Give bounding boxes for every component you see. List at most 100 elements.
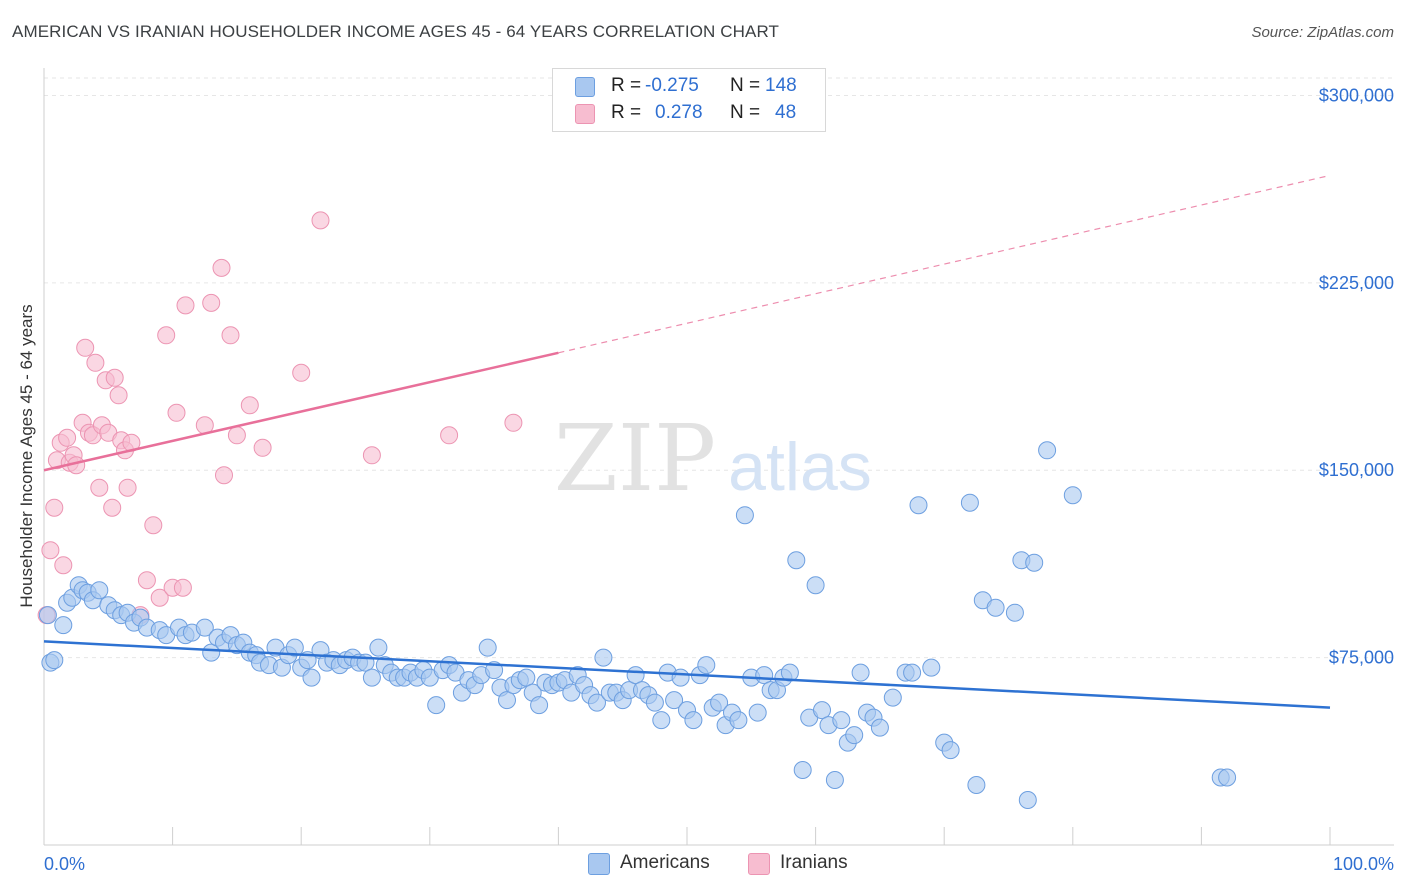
american-point: [202, 643, 221, 662]
american-point: [369, 638, 388, 657]
american-point: [1018, 791, 1037, 809]
american-point: [845, 726, 864, 745]
watermark: ZIP atlas: [554, 405, 872, 512]
r-value: -0.275: [645, 75, 699, 96]
iranian-point: [240, 396, 259, 415]
american-point: [780, 663, 799, 682]
iranian-point: [167, 403, 186, 422]
american-point: [710, 693, 729, 712]
n-label: N =: [730, 75, 761, 96]
iranians-legend-swatch: [748, 853, 770, 875]
american-point: [735, 506, 754, 525]
r-value: 0.278: [655, 102, 703, 123]
iranian-point: [157, 326, 176, 345]
american-point: [1218, 768, 1237, 787]
r-label: R =: [611, 102, 642, 123]
iranians-trend-line: [43, 351, 559, 472]
american-point: [922, 658, 941, 677]
american-point: [38, 606, 57, 625]
iranian-point: [173, 578, 192, 597]
n-value: 148: [765, 75, 797, 96]
american-point: [195, 618, 214, 637]
iranian-point: [202, 293, 221, 312]
american-point: [813, 701, 831, 720]
americans-legend-swatch: [588, 853, 610, 875]
iranian-point: [45, 498, 64, 517]
american-point: [755, 666, 774, 685]
y-tick-label: $75,000: [1329, 648, 1394, 668]
american-point: [594, 648, 613, 667]
grid-lines: [44, 77, 1394, 659]
american-point: [1063, 486, 1082, 505]
american-point: [517, 668, 536, 687]
american-point: [986, 598, 1005, 617]
iranian-point: [150, 588, 169, 607]
american-point: [793, 761, 812, 779]
american-point: [1025, 553, 1044, 572]
american-point: [967, 776, 986, 794]
american-point: [787, 551, 806, 570]
watermark-zip: ZIP: [554, 405, 716, 512]
american-point: [45, 651, 64, 670]
americans-legend-label: Americans: [620, 852, 710, 873]
n-value: 48: [775, 102, 797, 123]
american-point: [1038, 441, 1057, 460]
y-tick-label: $300,000: [1319, 85, 1394, 105]
x-tick-label-min: 0.0%: [44, 854, 85, 874]
american-point: [665, 691, 684, 710]
americans-swatch: [575, 77, 595, 97]
y-tick-labels: $75,000 $150,000 $225,000 $300,000: [1319, 85, 1394, 667]
chart-title: AMERICAN VS IRANIAN HOUSEHOLDER INCOME A…: [12, 22, 780, 41]
iranian-point: [212, 258, 231, 277]
american-point: [684, 711, 703, 730]
american-point: [748, 703, 767, 722]
american-point: [671, 668, 690, 687]
iranian-point: [221, 326, 240, 345]
iranian-point: [86, 353, 105, 372]
american-point: [90, 581, 109, 600]
x-tick-label-max: 100.0%: [1333, 854, 1394, 874]
iranian-point: [176, 296, 195, 315]
iranian-point: [311, 211, 330, 230]
american-point: [645, 693, 664, 712]
american-point: [285, 638, 304, 657]
american-point: [54, 616, 73, 635]
iranian-point: [215, 466, 233, 485]
americans-trend-line: [43, 640, 1331, 709]
y-tick-label: $150,000: [1319, 460, 1394, 480]
iranian-point: [137, 571, 156, 590]
american-point: [1005, 603, 1024, 622]
source-label: Source: ZipAtlas.com: [1251, 24, 1394, 41]
american-point: [729, 711, 748, 730]
iranians-swatch: [575, 104, 595, 124]
iranians-legend-label: Iranians: [780, 852, 848, 873]
american-point: [530, 696, 549, 715]
american-point: [832, 711, 851, 730]
american-point: [909, 496, 928, 515]
watermark-atlas: atlas: [728, 429, 872, 505]
iranian-point: [362, 446, 381, 465]
iranian-point: [440, 426, 459, 445]
r-label: R =: [611, 75, 642, 96]
american-point: [941, 741, 960, 760]
american-point: [883, 688, 902, 707]
american-point: [697, 656, 716, 675]
american-points: [38, 441, 1237, 809]
iranian-point: [41, 541, 60, 560]
iranian-point: [292, 363, 311, 382]
american-point: [427, 696, 446, 715]
iranian-point: [58, 428, 77, 447]
iranian-point: [105, 368, 124, 387]
y-axis-label: Householder Income Ages 45 - 64 years: [17, 304, 36, 607]
iranian-point: [109, 386, 128, 405]
american-point: [652, 711, 671, 730]
iranian-point: [118, 478, 137, 497]
american-point: [302, 668, 321, 687]
axes: [43, 68, 1394, 846]
iranian-point: [144, 516, 163, 535]
american-point: [588, 693, 606, 712]
american-point: [478, 638, 497, 657]
american-point: [626, 666, 645, 685]
american-point: [903, 663, 922, 682]
